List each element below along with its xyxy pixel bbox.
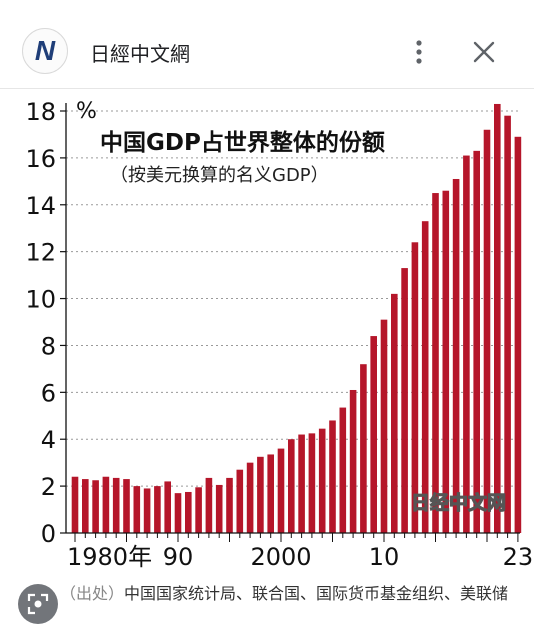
bar-1986 — [133, 486, 141, 533]
bar-1991 — [185, 491, 192, 533]
bar-2000 — [277, 448, 285, 533]
bar-2023 — [514, 136, 522, 534]
bar-1987 — [143, 488, 151, 533]
bar-1981 — [82, 479, 89, 533]
gdp-share-chart: 0 2 4 6 8 10 12 14 16 18 1980年 90 2000 10 23 中国GDP占世界整… — [25, 98, 533, 571]
bar-2022 — [504, 115, 511, 533]
x-tick-label: 23 — [503, 543, 534, 571]
axis-layer: 0 2 4 6 8 10 12 14 16 18 1980年 90 2000 10 23 — [25, 98, 533, 571]
y-tick-label: 12 — [25, 239, 56, 267]
bar-1992 — [195, 487, 202, 533]
bar-2004 — [318, 428, 326, 533]
bar-2012 — [401, 268, 408, 533]
bar-1988 — [154, 486, 161, 533]
x-tick-label: 1980年 — [67, 543, 152, 571]
bar-1998 — [257, 456, 264, 533]
close-icon — [473, 41, 495, 63]
y-tick-label: 6 — [41, 379, 56, 407]
y-tick-label: 18 — [25, 98, 56, 126]
bar-2002 — [298, 434, 305, 533]
bar-2007 — [349, 389, 357, 533]
lens-search-icon — [27, 593, 49, 615]
source-text: 中国国家统计局、联合国、国际货币基金组织、美联储 — [124, 584, 509, 603]
chart-title: 中国GDP占世界整体的份额 — [100, 129, 385, 156]
chart-subtitle: （按美元换算的名义GDP） — [110, 165, 329, 186]
bar-1982 — [92, 480, 99, 533]
bar-1985 — [123, 479, 130, 533]
watermark: 日经中文网 — [411, 491, 506, 514]
bar-2013 — [411, 242, 419, 534]
y-axis-unit: % — [76, 99, 97, 124]
bar-2021 — [494, 103, 501, 533]
bar-2018 — [463, 155, 470, 534]
bar-1994 — [215, 484, 223, 533]
y-tick-label: 16 — [25, 145, 56, 173]
bar-1980 — [71, 476, 79, 533]
bar-2005 — [329, 420, 336, 533]
y-tick-label: 0 — [41, 520, 56, 548]
bar-1983 — [102, 476, 110, 533]
x-tick-label: 10 — [369, 543, 400, 571]
lens-search-button[interactable] — [18, 584, 58, 624]
bar-1989 — [164, 481, 171, 533]
x-tick-label: 2000 — [250, 543, 311, 571]
bar-layer — [71, 103, 522, 534]
more-vert-icon — [416, 40, 422, 64]
app-logo-text: N — [34, 35, 56, 66]
bar-2006 — [339, 407, 347, 533]
bar-1993 — [205, 477, 213, 533]
bar-2011 — [391, 293, 398, 533]
close-button[interactable] — [470, 38, 498, 66]
y-tick-label: 2 — [41, 473, 56, 501]
bar-2016 — [442, 190, 450, 533]
bar-2019 — [473, 150, 480, 533]
bar-1990 — [174, 493, 182, 533]
bar-2010 — [380, 319, 388, 533]
bar-2001 — [288, 439, 295, 533]
bar-2014 — [421, 221, 429, 533]
bar-1995 — [226, 477, 233, 533]
y-tick-label: 8 — [41, 332, 56, 360]
bar-2008 — [360, 364, 367, 533]
y-tick-label: 14 — [25, 192, 56, 220]
app-title: 日經中文網 — [90, 42, 190, 66]
app-header: N 日經中文網 — [0, 0, 534, 89]
y-tick-label: 10 — [25, 286, 56, 314]
bar-2003 — [308, 433, 316, 533]
x-tick-label: 90 — [163, 543, 194, 571]
bar-2017 — [452, 178, 460, 533]
bar-1997 — [246, 462, 254, 533]
bar-1999 — [267, 454, 274, 533]
bar-2015 — [432, 193, 439, 534]
bar-1984 — [112, 477, 120, 533]
bar-1996 — [236, 469, 244, 533]
bar-2009 — [370, 336, 377, 533]
chart-area: 0 2 4 6 8 10 12 14 16 18 1980年 90 2000 10 23 中国GDP占世界整… — [0, 88, 534, 640]
app-logo: N — [22, 28, 68, 74]
bar-2020 — [483, 129, 491, 533]
source-label: （出处） — [60, 584, 125, 603]
y-tick-label: 4 — [41, 426, 56, 454]
more-options-button[interactable] — [408, 36, 430, 68]
source-note: （出处）中国国家统计局、联合国、国际货币基金组织、美联储 — [60, 583, 530, 605]
